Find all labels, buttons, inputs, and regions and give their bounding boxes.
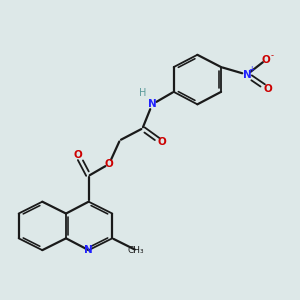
Text: O: O [263,84,272,94]
Text: O: O [74,150,82,161]
Text: O: O [158,137,166,148]
Text: N: N [148,99,157,109]
Text: +: + [248,65,255,74]
Text: O: O [105,159,113,169]
Text: O: O [262,55,271,64]
Text: N: N [242,70,251,80]
Text: CH₃: CH₃ [128,246,144,255]
Text: N: N [84,245,93,255]
Text: H: H [139,88,146,98]
Text: -: - [271,51,274,60]
